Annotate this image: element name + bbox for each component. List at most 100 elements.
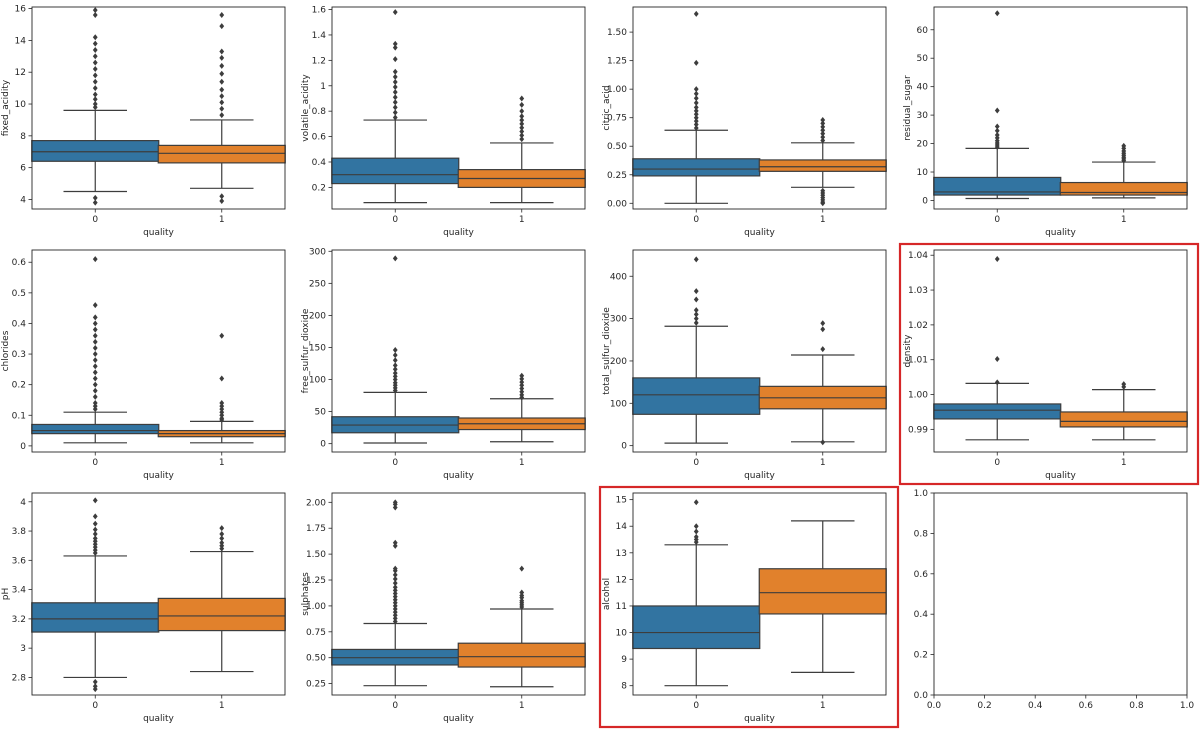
y-tick-label: 0.4 [12, 319, 27, 329]
outlier-point [994, 379, 1000, 386]
iqr-box [632, 377, 761, 415]
box-fixed_acidity-quality-0 [31, 7, 160, 206]
outlier-point [92, 53, 98, 60]
outlier-point [392, 370, 398, 377]
iqr-box [632, 158, 761, 177]
outlier-point [92, 59, 98, 66]
subplot-citric_acid: 0.00 0.25 0.50 0.75 1.00 1.25 1.50 0 1 quality cit… [602, 6, 887, 238]
box-chlorides-quality-0 [31, 256, 160, 444]
subplot-alcohol: 8 9 10 11 12 13 14 15 0 1 quality alcohol [602, 492, 887, 724]
outlier-point [219, 62, 225, 69]
outlier-point [92, 526, 98, 533]
x-tick-label: 1 [219, 215, 225, 225]
y-tick-label: 1.4 [312, 31, 327, 41]
y-tick-label: 0 [922, 196, 928, 206]
outlier-point [392, 596, 398, 603]
outlier-point [92, 400, 98, 407]
outlier-point [219, 332, 225, 339]
box-density-quality-0 [933, 256, 1062, 441]
axes-frame [31, 249, 286, 453]
y-tick-label: 100 [309, 376, 326, 386]
outlier-point [392, 602, 398, 609]
iqr-box [157, 597, 286, 632]
outlier-point [392, 56, 398, 63]
y-tick-label: 1.6 [312, 6, 327, 16]
x-tick-label: 0.2 [977, 701, 991, 711]
x-tick-label: 1 [219, 458, 225, 468]
outlier-point [519, 117, 525, 124]
outlier-point [92, 497, 98, 504]
axes-frame [933, 6, 1188, 210]
outlier-point [92, 78, 98, 85]
outlier-point [92, 302, 98, 309]
subplot-pH: 2.8 3 3.2 3.4 3.6 3.8 4 0 1 quality pH [1, 492, 286, 724]
outlier-point [392, 599, 398, 606]
axes-frame [331, 249, 586, 453]
outlier-point [392, 575, 398, 582]
box-volatile_acidity-quality-0 [331, 9, 460, 204]
subplot-chlorides: 0 0.1 0.2 0.3 0.4 0.5 0.6 0 1 quality chlorides [1, 249, 286, 481]
subplot-sulphates: 0.25 0.50 0.75 1.00 1.25 1.50 1.75 2.00 0 1 qualit… [301, 492, 586, 724]
outlier-point [392, 366, 398, 373]
outlier-point [392, 357, 398, 364]
y-axis-label: sulphates [301, 572, 311, 616]
axes-frame [31, 6, 286, 210]
y-tick-label: 200 [610, 357, 627, 367]
y-tick-label: 0.4 [914, 610, 929, 620]
y-tick-label: 6 [20, 164, 26, 174]
outlier-point [392, 78, 398, 85]
iqr-box [933, 403, 1062, 420]
y-tick-label: 12 [616, 575, 627, 585]
outlier-point [519, 597, 525, 604]
outlier-point [519, 385, 525, 392]
outlier-point [519, 101, 525, 108]
x-tick-label: 0 [392, 458, 398, 468]
y-tick-label: 0.75 [306, 628, 326, 638]
y-tick-label: 250 [309, 279, 326, 289]
x-tick-label: 1 [820, 215, 826, 225]
y-tick-label: 3.2 [12, 615, 26, 625]
subplot-empty: 0.0 0.2 0.4 0.6 0.8 1.0 0.0 0.2 0.4 0.6 0.8 1.0 [914, 489, 1195, 711]
outlier-point [392, 44, 398, 51]
outlier-point [92, 40, 98, 47]
y-tick-label: 2.8 [12, 673, 27, 683]
outlier-point [219, 409, 225, 416]
outlier-point [219, 105, 225, 112]
y-tick-label: 0.8 [312, 107, 327, 117]
outlier-point [693, 124, 699, 131]
x-tick-label: 0 [693, 701, 699, 711]
y-axis-label: total_sulfur_dioxide [602, 307, 612, 395]
x-axis-label: quality [744, 471, 775, 481]
box-total_sulfur_dioxide-quality-0 [632, 256, 761, 444]
y-tick-label: 20 [917, 140, 929, 150]
outlier-point [92, 381, 98, 388]
outlier-point [392, 584, 398, 591]
y-axis-label: alcohol [602, 578, 612, 610]
outlier-point [519, 391, 525, 398]
outlier-point [693, 104, 699, 111]
outlier-point [392, 373, 398, 380]
y-axis-label: volatile_acidity [301, 74, 311, 142]
outlier-point [519, 120, 525, 127]
outlier-point [92, 363, 98, 370]
x-axis-label: quality [744, 714, 775, 724]
y-tick-label: 4 [20, 195, 26, 205]
iqr-box [157, 144, 286, 164]
iqr-box [632, 605, 761, 650]
x-axis-label: quality [443, 714, 474, 724]
outlier-point [519, 589, 525, 596]
outlier-point [693, 528, 699, 535]
y-tick-label: 50 [315, 408, 327, 418]
iqr-box [31, 423, 160, 435]
y-tick-label: 40 [917, 83, 929, 93]
outlier-point [219, 193, 225, 200]
outlier-point [519, 113, 525, 120]
outlier-point [392, 89, 398, 96]
outlier-point [219, 48, 225, 55]
y-tick-label: 1 [320, 82, 326, 92]
x-tick-label: 1 [1121, 215, 1127, 225]
outlier-point [392, 73, 398, 80]
outlier-point [92, 406, 98, 413]
outlier-point [92, 101, 98, 108]
outlier-point [92, 194, 98, 201]
